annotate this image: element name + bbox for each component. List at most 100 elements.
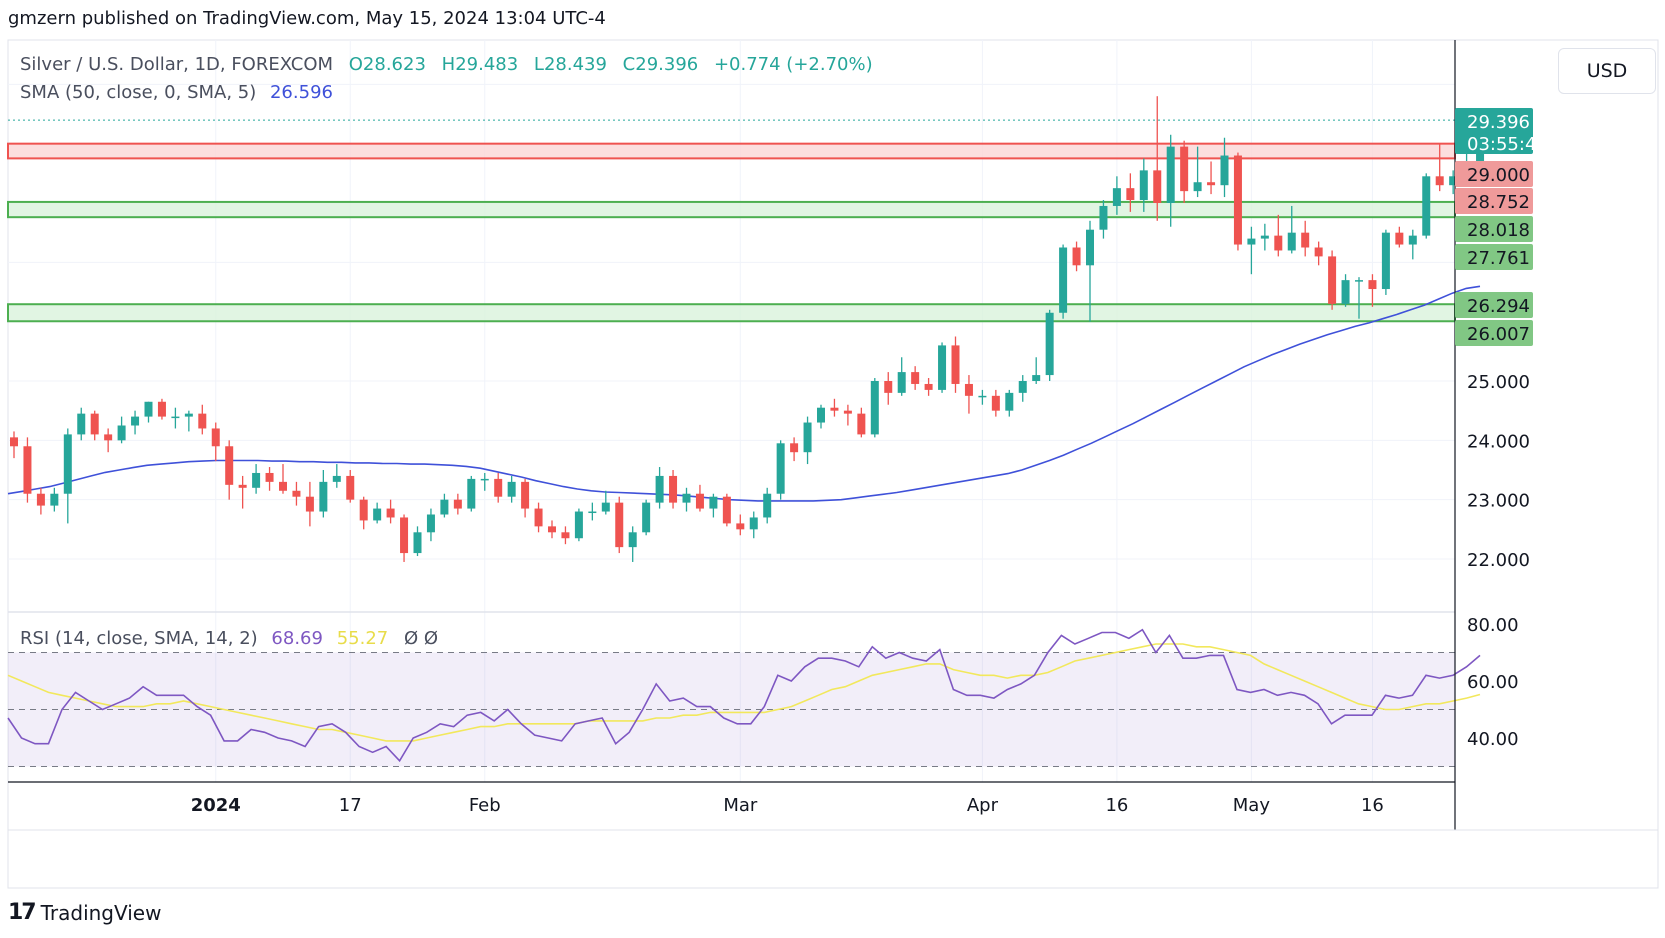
rsi-legend: RSI (14, close, SMA, 14, 2) 68.69 55.27 … — [20, 628, 438, 649]
candle-body — [1112, 188, 1121, 206]
rsi-tick-label: 80.00 — [1467, 615, 1519, 636]
candle-body — [1314, 247, 1323, 257]
candle-body — [184, 413, 193, 417]
rsi-tick-label: 40.00 — [1467, 729, 1519, 750]
candle-body — [238, 484, 247, 488]
time-tick-label: Mar — [723, 795, 758, 816]
candle — [23, 437, 32, 503]
ohlc-open: O28.623 — [348, 54, 426, 75]
candle-body — [978, 395, 987, 398]
candle — [453, 493, 462, 515]
candle — [198, 404, 207, 435]
candle — [131, 410, 140, 435]
candle — [521, 478, 530, 518]
candle-body — [1301, 232, 1310, 248]
price-tick-label: 25.000 — [1467, 372, 1530, 393]
candle — [1247, 226, 1256, 275]
price-tag: 26.007 — [1455, 320, 1533, 346]
candle-body — [346, 475, 355, 500]
candle-body — [601, 502, 610, 512]
candle-body — [642, 502, 651, 533]
price-tick-label: 22.000 — [1467, 550, 1530, 571]
rsi-extra: Ø Ø — [403, 628, 439, 649]
candle — [1059, 244, 1068, 319]
sma-line — [7, 285, 1481, 502]
candle — [225, 440, 234, 500]
candle — [911, 366, 920, 390]
candle-body — [1449, 176, 1458, 186]
candle — [615, 496, 624, 554]
candle — [1233, 152, 1242, 251]
rsi-value: 68.69 — [271, 628, 323, 649]
candle-body — [50, 493, 59, 506]
candle — [938, 342, 947, 393]
candle-body — [104, 434, 113, 441]
price-tag: 28.018 — [1455, 216, 1533, 242]
candle-body — [1435, 176, 1444, 186]
candle-body — [426, 514, 435, 533]
candle — [1207, 161, 1216, 195]
candle — [695, 484, 704, 512]
candle — [655, 467, 664, 509]
candle-body — [373, 508, 382, 521]
time-tick-label: 2024 — [191, 795, 241, 816]
candle-body — [1018, 381, 1027, 393]
candle-body — [897, 372, 906, 393]
candle — [386, 499, 395, 524]
candle-body — [1233, 155, 1242, 245]
candle-body — [1126, 188, 1135, 201]
candle — [1274, 214, 1283, 257]
candle — [561, 526, 570, 545]
time-tick-label: Apr — [967, 795, 999, 816]
candle-body — [1207, 182, 1216, 186]
currency-button[interactable]: USD — [1558, 48, 1656, 94]
candle-body — [790, 443, 799, 453]
candle-body — [1166, 146, 1175, 203]
candle — [1072, 241, 1081, 272]
rsi-band-background — [8, 652, 1455, 767]
price-tick-label: 24.000 — [1467, 431, 1530, 452]
candle — [709, 493, 718, 518]
candle — [238, 475, 247, 509]
symbol-name: Silver / U.S. Dollar, 1D, FOREXCOM — [20, 54, 334, 75]
candle-body — [857, 413, 866, 435]
candle — [884, 372, 893, 405]
candle-body — [359, 499, 368, 521]
time-tick-label: 16 — [1105, 795, 1128, 816]
time-tick-label: 17 — [339, 795, 362, 816]
candle — [1435, 143, 1444, 192]
time-tick-label: Feb — [469, 795, 501, 816]
candle — [763, 487, 772, 524]
candle — [184, 410, 193, 432]
candle-body — [386, 508, 395, 518]
candle-body — [1328, 256, 1337, 304]
price-tag-box — [1455, 188, 1533, 214]
candle-body — [561, 532, 570, 539]
candle-body — [1045, 312, 1054, 376]
candle-body — [319, 481, 328, 512]
candle-body — [90, 413, 99, 435]
candle — [494, 472, 503, 503]
candle — [90, 410, 99, 441]
candle — [279, 464, 287, 494]
candle — [373, 502, 382, 524]
candle-body — [1005, 392, 1014, 411]
candle — [978, 389, 987, 405]
candle-body — [480, 478, 489, 481]
candle — [588, 502, 597, 521]
candle-body — [964, 383, 973, 396]
candle — [359, 496, 368, 530]
candle — [77, 407, 86, 441]
candle-body — [924, 383, 933, 390]
ohlc-low: L28.439 — [533, 54, 607, 75]
candle-body — [1139, 170, 1148, 201]
candle — [413, 526, 422, 557]
candle — [1153, 96, 1162, 221]
candle — [1301, 220, 1310, 257]
candle-body — [413, 532, 422, 554]
candle-body — [736, 523, 745, 530]
candle — [157, 398, 166, 420]
candle — [1355, 277, 1363, 319]
candle-body — [507, 481, 516, 497]
